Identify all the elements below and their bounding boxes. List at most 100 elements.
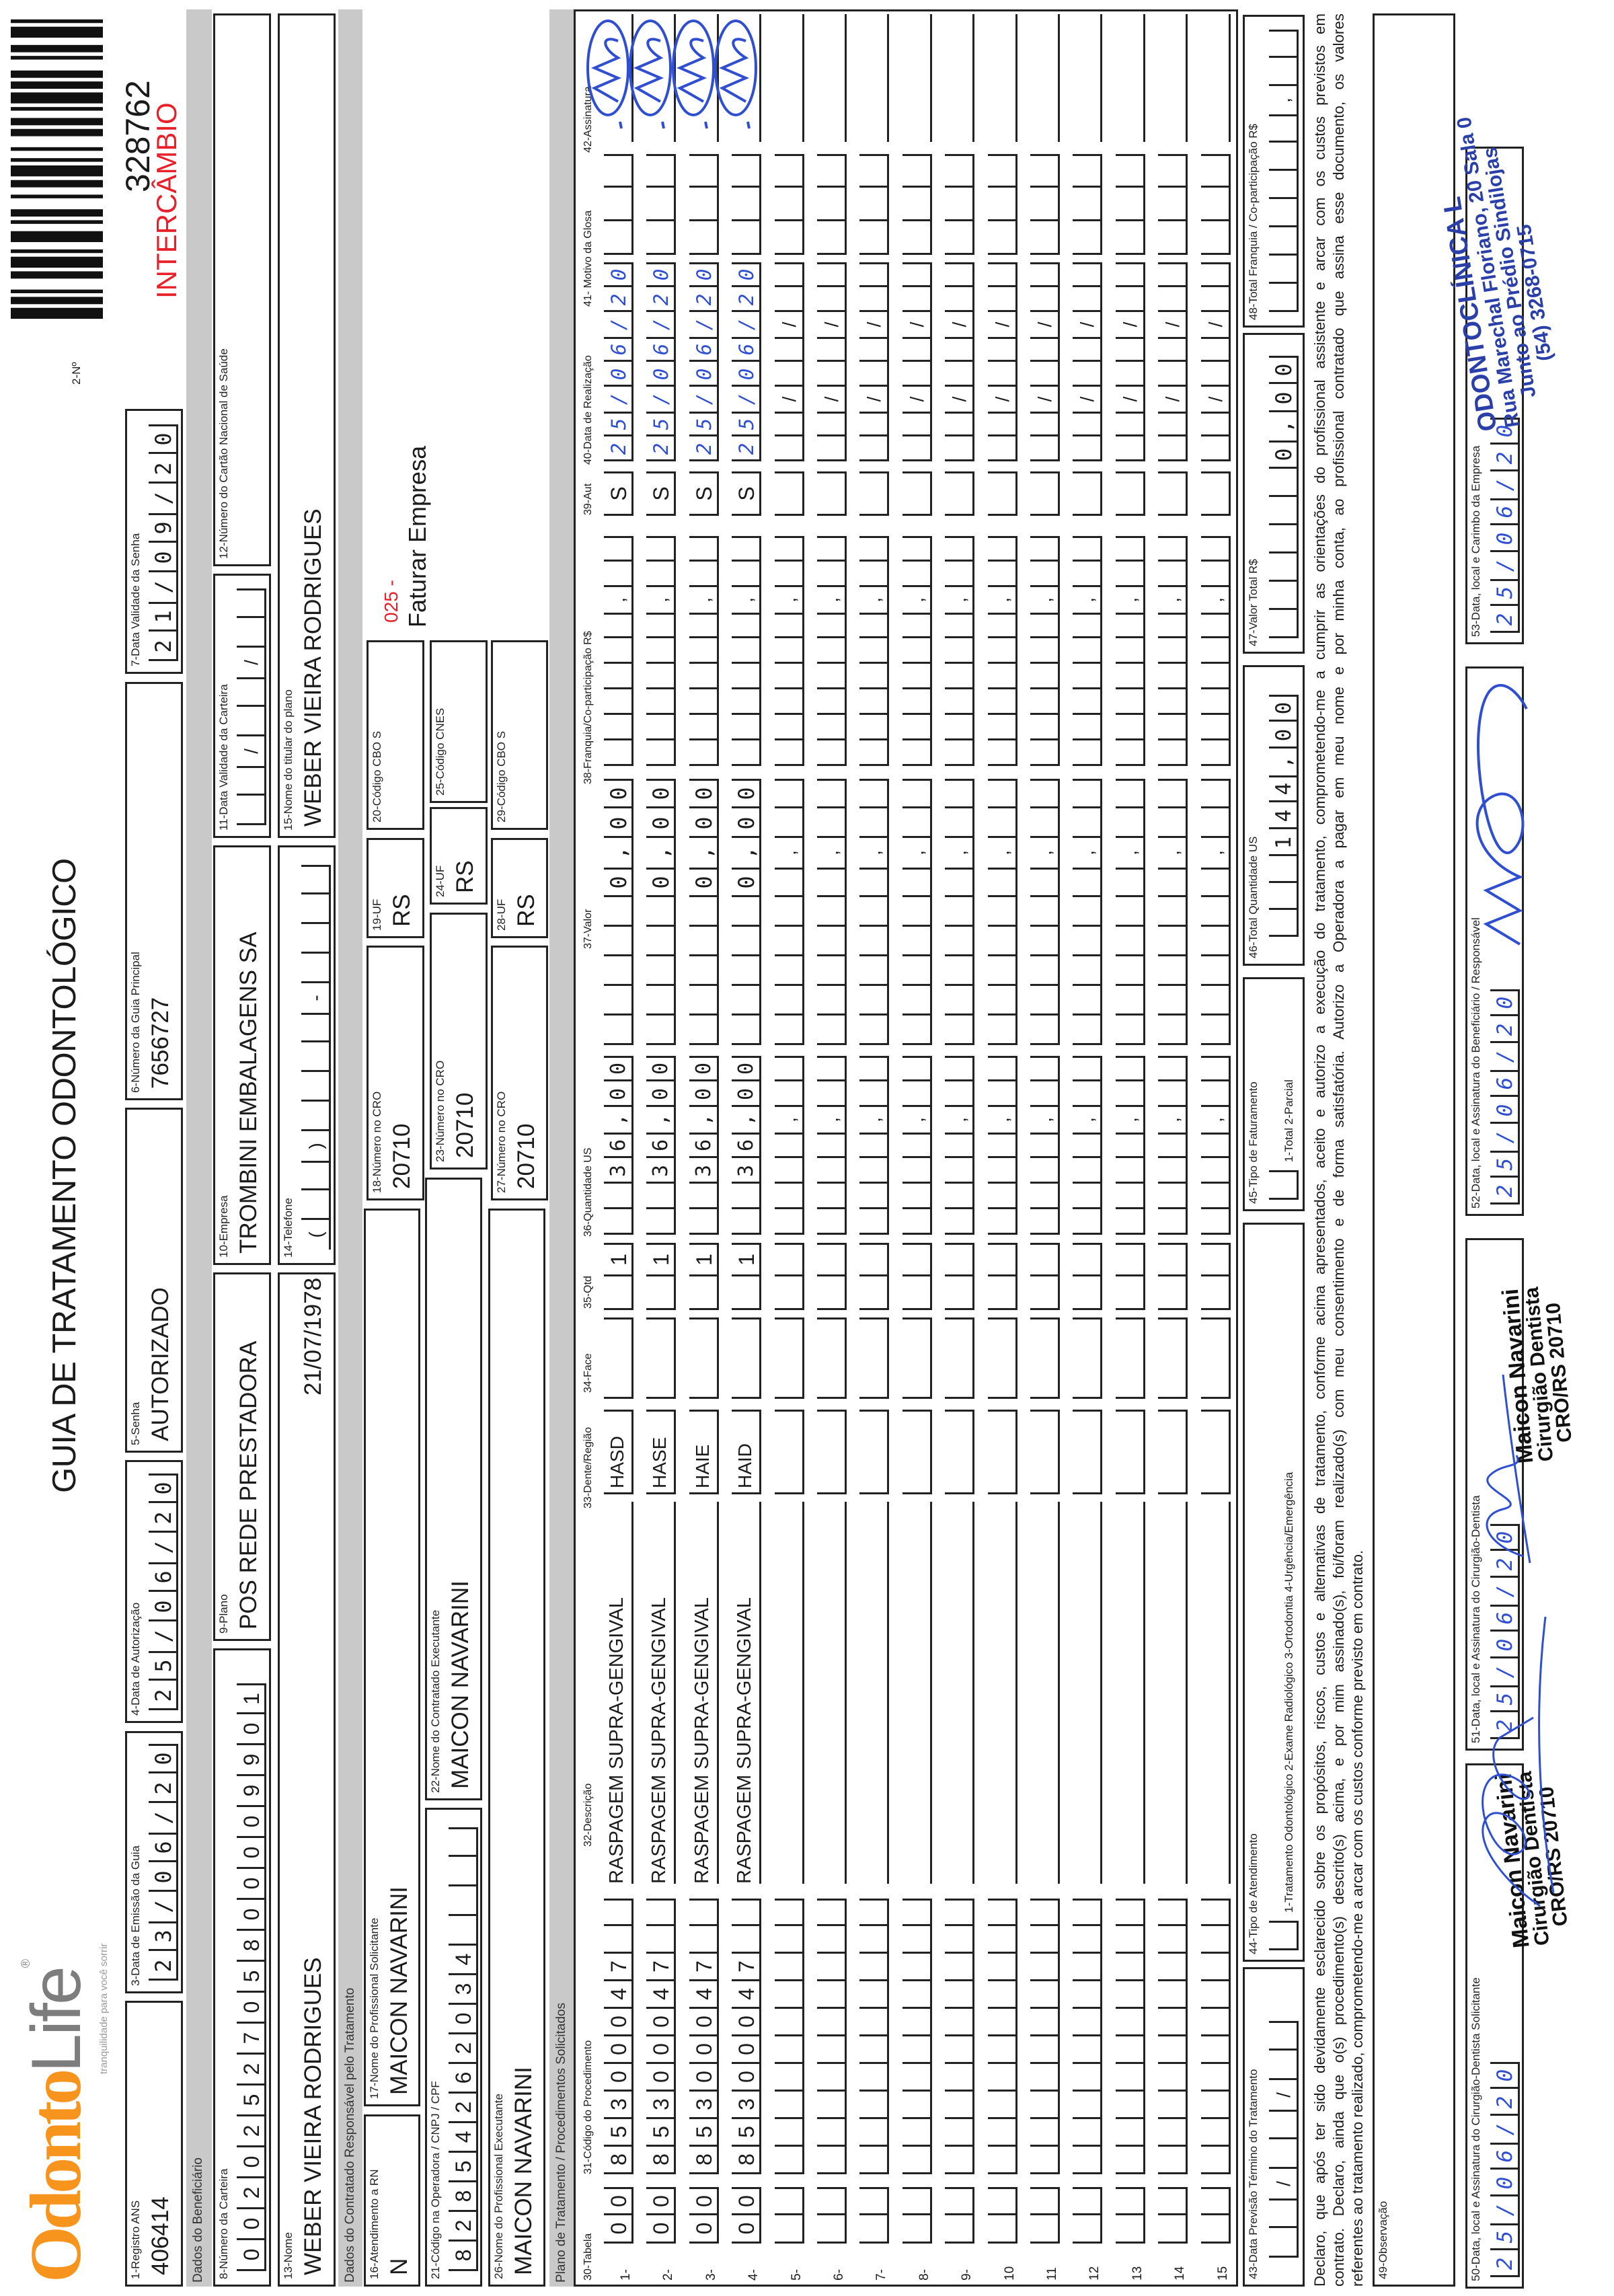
digit-cell	[1030, 1081, 1060, 1107]
digit-cell	[774, 337, 804, 362]
digit-cell	[945, 1981, 975, 2009]
field-label: 4-Data de Autorização	[129, 1602, 142, 1716]
cell-aut	[774, 471, 804, 516]
cell-aut	[945, 471, 975, 516]
digit-cell	[732, 638, 762, 664]
field-value-text: 0,00	[1271, 348, 1297, 461]
digit-cell	[1073, 1081, 1103, 1107]
cell-valor: ,	[774, 779, 804, 1045]
barcode-bar	[11, 147, 103, 151]
digit-cell	[646, 664, 677, 689]
cell-descricao	[1028, 1502, 1060, 1884]
digit-cell	[987, 1981, 1017, 2009]
digit-cell	[1115, 471, 1145, 516]
digit-cell	[1269, 2021, 1299, 2051]
digit-cell	[817, 2215, 847, 2244]
field-value: WEBER VIEIRA RODRIGUES	[300, 1957, 326, 2275]
digit-cell	[604, 664, 633, 689]
digit-cell	[987, 362, 1017, 387]
digit-cell	[1269, 143, 1299, 171]
digit-cell	[1030, 613, 1060, 638]
digit-cell	[774, 1954, 804, 1981]
cell-data: / /	[1115, 262, 1145, 461]
digit-cell	[732, 188, 762, 221]
cell-descricao	[815, 1502, 847, 1884]
digit-cell	[1200, 536, 1231, 562]
digit-cell	[1269, 171, 1299, 199]
header-codigo: 31-Código do Procedimento	[582, 2040, 594, 2174]
field-value-text: 25/06/20	[735, 256, 759, 455]
cell-codigo	[859, 1899, 890, 2174]
cell-descricao: RASPAGEM SUPRA-GENGIVAL	[602, 1502, 633, 1884]
separator: ,	[1200, 1107, 1231, 1133]
row-number: 3-	[703, 2269, 718, 2281]
header-qtd: 35-Qtd	[582, 1276, 594, 1309]
digit-cell	[945, 715, 975, 740]
cell-dente: HASE	[646, 1410, 677, 1494]
digit-cell	[859, 1184, 890, 1209]
digit-cell	[945, 1056, 975, 1081]
digit-cell	[987, 562, 1017, 587]
cell-glosa	[1073, 154, 1103, 255]
cell-codigo	[945, 1899, 975, 2174]
digit-cell	[1158, 262, 1188, 287]
cell-descricao: RASPAGEM SUPRA-GENGIVAL	[644, 1502, 677, 1884]
digit-cell	[987, 2064, 1017, 2092]
field-label: 17-Nome do Profissional Solicitante	[368, 1917, 381, 2099]
digit-cell	[902, 1016, 932, 1045]
digit-cell	[1030, 1981, 1060, 2009]
cell-valor: 0,00	[689, 771, 719, 1045]
digit-cell: 4	[689, 1981, 719, 2009]
digit-cell	[689, 154, 719, 188]
digit-cell	[604, 715, 633, 740]
digit-cell	[301, 894, 331, 924]
digit-cell	[1158, 2187, 1188, 2215]
digit-cell: 0	[604, 2036, 633, 2064]
digit-cell: 0	[732, 2009, 762, 2036]
cell-dente: HAID	[732, 1410, 762, 1494]
separator: ,	[1073, 838, 1103, 868]
digit-cell	[902, 1276, 932, 1310]
field-uf-solicitante: 19-UF RS	[367, 838, 424, 938]
digit-cell: 5	[732, 2119, 762, 2147]
digit-cell	[774, 1276, 804, 1310]
digit-cell	[987, 436, 1017, 461]
digit-cell: 8	[689, 2147, 719, 2174]
field-validade-senha: 7-Data Validade da Senha 21/09/20	[125, 409, 183, 674]
digit-cell	[987, 740, 1017, 766]
digit-cell	[1073, 2036, 1103, 2064]
digit-cell	[1115, 986, 1145, 1016]
digit-cell	[902, 2215, 932, 2244]
digit-cell	[859, 2009, 890, 2036]
digit-cell	[1269, 883, 1299, 910]
digit-cell	[987, 2036, 1017, 2064]
cell-aut	[902, 471, 932, 516]
digit-cell	[1200, 436, 1231, 461]
separator: /	[1269, 2080, 1299, 2110]
field-value-text: 25/06/20	[1493, 982, 1517, 1198]
digit-cell	[1073, 740, 1103, 766]
digit-cell	[859, 436, 890, 461]
digit-cell	[1200, 927, 1231, 956]
separator: ,	[945, 587, 975, 613]
digit-cell	[774, 188, 804, 221]
digit-cell	[1158, 664, 1188, 689]
separator: /	[859, 387, 890, 412]
digit-cell	[1030, 638, 1060, 664]
digit-cell	[237, 766, 266, 796]
digit-cell	[1200, 1016, 1231, 1045]
separator: ,	[945, 1107, 975, 1133]
digit-cell	[1073, 779, 1103, 808]
digit-cell: 4	[449, 1946, 478, 1975]
digit-cell	[449, 1886, 478, 1916]
digit-cell	[902, 2147, 932, 2174]
digit-cell	[237, 707, 266, 736]
declaration-line-2: contrato. Declaro, ainda que o(s) proced…	[1330, 13, 1347, 2287]
digit-cell	[1158, 613, 1188, 638]
row-number: 2-	[661, 2269, 676, 2281]
digit-cell	[646, 897, 677, 927]
digit-cell	[1030, 154, 1060, 188]
digit-cell	[817, 779, 847, 808]
